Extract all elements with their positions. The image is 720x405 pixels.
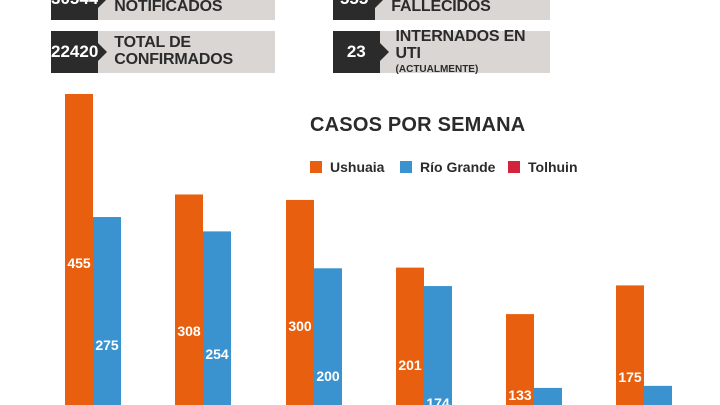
stat-sublabel: (ACTUALMENTE) xyxy=(395,63,479,75)
stat-notificados: 30544 TOTAL DE NOTIFICADOS xyxy=(51,0,275,20)
bar-rio-grande-2 xyxy=(203,231,231,405)
stat-fallecidos: 555 TOTAL DE FALLECIDOS xyxy=(333,0,550,20)
bar-rio-grande-5 xyxy=(534,387,562,405)
chart-title: CASOS POR SEMANA xyxy=(310,114,526,136)
stat-value: 23 xyxy=(333,31,389,73)
stat-label-text: TOTAL DE FALLECIDOS xyxy=(391,0,491,15)
bar-ushuaia-2 xyxy=(175,194,203,405)
stat-label: TOTAL DE CONFIRMADOS xyxy=(98,31,275,73)
data-label-ushuaia-2: 308 xyxy=(177,323,201,339)
data-label-rio-grande-2: 254 xyxy=(205,346,229,362)
data-label-ushuaia-3: 300 xyxy=(288,318,312,334)
stat-value: 555 xyxy=(333,0,385,20)
stat-label-text: TOTAL DE NOTIFICADOS xyxy=(114,0,223,15)
bar-ushuaia-4 xyxy=(396,267,424,405)
bar-ushuaia-5 xyxy=(506,314,534,405)
bar-rio-grande-1 xyxy=(93,217,121,405)
data-label-ushuaia-1: 455 xyxy=(67,255,91,271)
stat-confirmados: 22420 TOTAL DE CONFIRMADOS xyxy=(51,31,275,73)
bar-rio-grande-6 xyxy=(644,385,672,405)
stat-label-text: TOTAL DE CONFIRMADOS xyxy=(114,34,233,68)
bar-rio-grande-4 xyxy=(424,286,452,405)
stat-value: 30544 xyxy=(51,0,108,20)
data-label-rio-grande-1: 275 xyxy=(95,337,119,353)
stat-label: TOTAL DE NOTIFICADOS xyxy=(98,0,275,20)
stat-internados-uti: 23 INTERNADOS EN UTI (ACTUALMENTE) xyxy=(333,27,550,75)
stat-value: 22420 xyxy=(51,31,108,73)
stat-label-text: INTERNADOS EN UTI xyxy=(395,27,526,62)
stat-label: INTERNADOS EN UTI (ACTUALMENTE) xyxy=(380,27,550,75)
data-label-rio-grande-4: 174 xyxy=(426,395,450,405)
data-label-ushuaia-6: 175 xyxy=(618,369,642,385)
data-label-ushuaia-5: 133 xyxy=(508,387,532,403)
data-label-ushuaia-4: 201 xyxy=(398,357,422,373)
bar-ushuaia-1 xyxy=(65,94,93,405)
bar-rio-grande-3 xyxy=(314,268,342,405)
bar-ushuaia-6 xyxy=(616,285,644,405)
data-label-rio-grande-3: 200 xyxy=(316,368,340,384)
bar-ushuaia-3 xyxy=(286,199,314,405)
stat-label: TOTAL DE FALLECIDOS xyxy=(375,0,550,20)
